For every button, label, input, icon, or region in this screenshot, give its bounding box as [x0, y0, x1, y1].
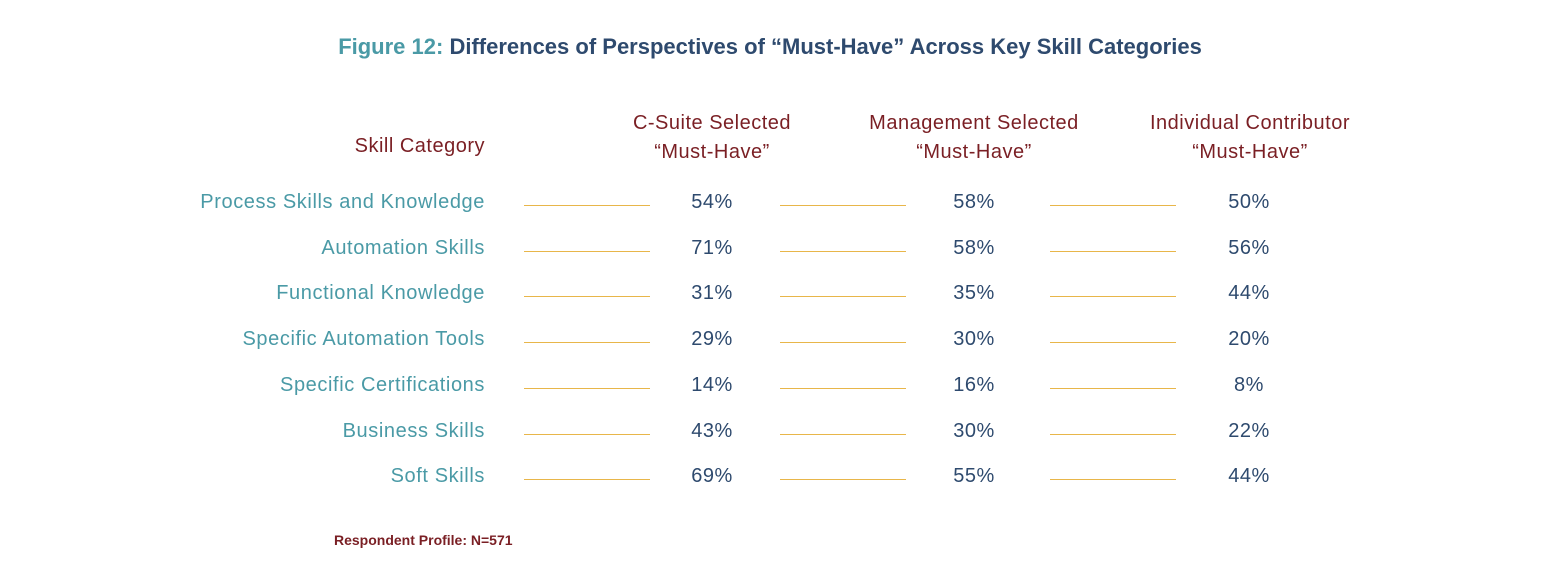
skill-category-label: Business Skills — [342, 419, 485, 442]
skill-category-label: Specific Certifications — [280, 373, 485, 396]
header-c-suite: C-Suite Selected “Must-Have” — [592, 109, 832, 167]
header-management-line2: “Must-Have” — [916, 141, 1032, 163]
header-c-suite-line2: “Must-Have” — [654, 141, 770, 163]
respondent-profile-note: Respondent Profile: N=571 — [334, 532, 513, 548]
leader-line — [524, 433, 650, 435]
leader-line — [1050, 205, 1176, 206]
leader-line — [780, 387, 906, 389]
value-c-suite: 31% — [691, 282, 733, 305]
chart-title: Figure 12: Differences of Perspectives o… — [0, 34, 1540, 60]
skill-category-label: Automation Skills — [321, 236, 485, 259]
leader-line — [1050, 479, 1176, 481]
value-individual-contributor: 8% — [1234, 373, 1264, 396]
leader-line — [524, 387, 650, 389]
leader-line — [780, 479, 906, 481]
value-individual-contributor: 44% — [1228, 282, 1270, 305]
value-individual-contributor: 20% — [1228, 328, 1270, 351]
leader-line — [780, 205, 906, 206]
leader-line — [524, 342, 650, 344]
leader-line — [1050, 387, 1176, 389]
value-c-suite: 29% — [691, 328, 733, 351]
value-individual-contributor: 44% — [1228, 465, 1270, 488]
value-c-suite: 69% — [691, 465, 733, 488]
leader-line — [524, 205, 650, 206]
value-management: 30% — [953, 419, 995, 442]
leader-line — [780, 342, 906, 344]
header-management: Management Selected “Must-Have” — [834, 109, 1114, 167]
leader-line — [1050, 250, 1176, 252]
leader-line — [780, 296, 906, 298]
leader-line — [1050, 342, 1176, 344]
value-c-suite: 14% — [691, 373, 733, 396]
figure-number: Figure 12: — [338, 34, 444, 59]
leader-line — [524, 479, 650, 481]
header-individual-contributor: Individual Contributor “Must-Have” — [1110, 109, 1390, 167]
value-individual-contributor: 22% — [1228, 419, 1270, 442]
header-c-suite-line1: C-Suite Selected — [632, 112, 792, 134]
leader-line — [780, 250, 906, 252]
value-c-suite: 54% — [691, 191, 733, 213]
figure-title-text: Differences of Perspectives of “Must-Hav… — [449, 34, 1202, 59]
header-individual-contributor-line1: Individual Contributor — [1150, 112, 1350, 134]
leader-line — [524, 296, 650, 298]
skill-category-label: Process Skills and Knowledge — [200, 191, 485, 213]
leader-line — [780, 433, 906, 435]
leader-line — [524, 250, 650, 252]
value-management: 30% — [953, 328, 995, 351]
value-c-suite: 71% — [691, 236, 733, 259]
skill-category-label: Soft Skills — [390, 465, 485, 488]
value-management: 58% — [953, 236, 995, 259]
value-management: 55% — [953, 465, 995, 488]
header-management-line1: Management Selected — [869, 112, 1079, 134]
value-individual-contributor: 56% — [1228, 236, 1270, 259]
leader-line — [1050, 296, 1176, 298]
header-skill-category: Skill Category — [354, 135, 485, 157]
skill-category-label: Functional Knowledge — [276, 282, 485, 305]
value-c-suite: 43% — [691, 419, 733, 442]
value-management: 16% — [953, 373, 995, 396]
value-management: 58% — [953, 191, 995, 213]
value-individual-contributor: 50% — [1228, 191, 1270, 213]
value-management: 35% — [953, 282, 995, 305]
skill-category-label: Specific Automation Tools — [242, 328, 485, 351]
header-individual-contributor-line2: “Must-Have” — [1192, 141, 1308, 163]
leader-line — [1050, 433, 1176, 435]
